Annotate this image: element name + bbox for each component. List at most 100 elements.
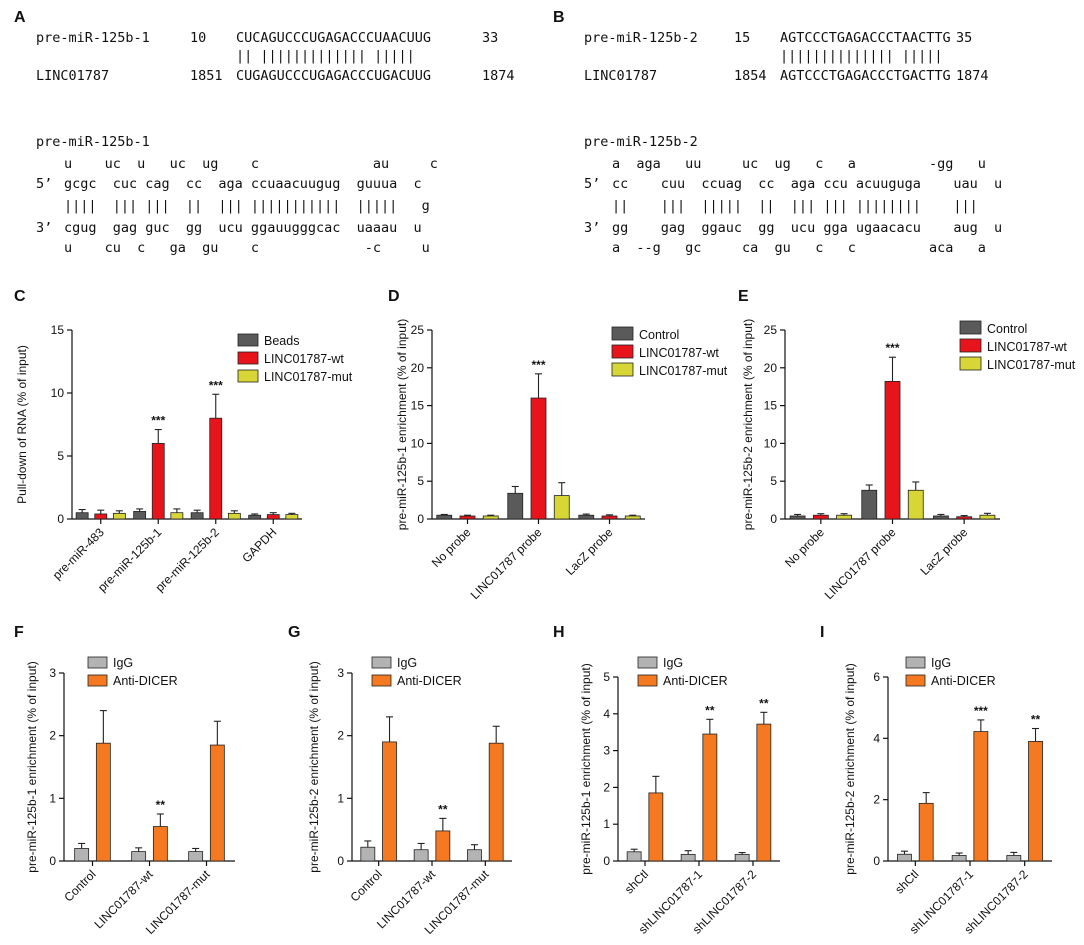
bar-f-1-1 — [152, 826, 168, 862]
y-tick-label-e-5: 25 — [764, 323, 778, 337]
legend-swatch-e-2 — [959, 356, 982, 371]
y-tick-label-h-5: 5 — [603, 670, 610, 684]
significance-i-1: ** — [1031, 713, 1041, 727]
y-tick-label-d-3: 15 — [411, 399, 425, 413]
y-tick-label-g-1: 1 — [337, 791, 344, 805]
bar-h-0-1 — [648, 792, 664, 862]
significance-i-0: *** — [974, 704, 988, 718]
panel-label-a: A — [14, 9, 26, 26]
significance-h-1: ** — [759, 696, 769, 710]
legend-label-e-1: LINC01787-wt — [987, 340, 1067, 354]
bar-i-0-0 — [897, 853, 912, 862]
legend-swatch-c-1 — [237, 351, 259, 365]
y-tick-label-e-3: 15 — [764, 399, 778, 413]
seq-a-end1: 33 — [482, 30, 498, 46]
bar-h-1-0 — [680, 853, 696, 862]
legend-swatch-c-0 — [237, 333, 259, 347]
hairpin-b-loop-bottom: a --g gc ca gu c c aca a — [612, 240, 986, 256]
y-tick-label-d-1: 5 — [417, 474, 424, 488]
y-tick-label-f-2: 2 — [49, 729, 56, 743]
bar-f-0-1 — [95, 742, 111, 862]
seq-a-start2: 1851 — [190, 68, 223, 84]
y-tick-label-h-3: 3 — [603, 744, 610, 758]
hairpin-b: pre-miR-125b-2 5’ 3’ a aga uu uc ug c a … — [584, 134, 1002, 256]
seq-a-start1: 10 — [190, 30, 206, 46]
bar-i-2-1 — [1028, 741, 1043, 862]
bar-d-1-0 — [507, 492, 524, 520]
bar-f-0-0 — [74, 848, 90, 862]
y-tick-label-i-3: 6 — [873, 670, 880, 684]
bar-c-3-2 — [285, 514, 299, 520]
hairpin-b-5prime: 5’ — [584, 176, 600, 192]
bar-e-0-0 — [789, 515, 806, 520]
panel-label-f: F — [14, 624, 24, 641]
bar-h-0-0 — [626, 851, 642, 862]
hairpin-a-pairs: |||| ||| ||| || ||| ||||||||||| ||||| g — [64, 198, 430, 214]
significance-f-0: ** — [156, 798, 166, 812]
y-tick-label-d-5: 25 — [411, 323, 425, 337]
bar-c-2-0 — [190, 512, 204, 520]
y-tick-label-e-0: 0 — [770, 512, 777, 526]
legend-label-c-2: LINC01787-mut — [264, 370, 353, 384]
legend-swatch-h-0 — [637, 656, 658, 669]
bar-e-2-2 — [979, 514, 996, 520]
bar-c-1-1 — [151, 442, 165, 520]
bar-g-1-1 — [435, 830, 451, 862]
x-tick-label-h-0: shCtl — [622, 867, 651, 896]
hairpin-b-loop-top: a aga uu uc ug c a -gg u — [612, 156, 986, 172]
bar-g-1-0 — [413, 849, 429, 862]
legend-swatch-e-0 — [959, 320, 982, 335]
y-axis-label-d: pre-miR-125b-1 enrichment (% of input) — [395, 319, 409, 530]
bar-c-0-2 — [112, 512, 126, 520]
y-axis-label-e: pre-miR-125b-2 enrichment (% of input) — [741, 319, 755, 530]
bar-d-1-2 — [553, 495, 570, 520]
hairpin-b-strand-3: gg gag ggauc gg ucu gga ugaacacu aug u — [612, 220, 1002, 236]
hairpin-a: pre-miR-125b-1 5’ 3’ u uc u uc ug c au c… — [36, 134, 438, 256]
x-tick-label-d-1: LINC01787 probe — [468, 525, 545, 602]
legend-label-e-2: LINC01787-mut — [987, 358, 1076, 372]
x-tick-label-e-2: LacZ probe — [917, 525, 970, 578]
legend-label-c-0: Beads — [264, 334, 299, 348]
chart-h: 0 1 2 3 4 5 pre-miR-125b-1 enrichment (% of in… — [579, 656, 780, 937]
legend-swatch-f-1 — [87, 674, 108, 687]
legend-swatch-e-1 — [959, 338, 982, 353]
panel-label-e: E — [738, 288, 749, 305]
y-tick-label-e-4: 20 — [764, 361, 778, 375]
hairpin-a-loop-top: u uc u uc ug c au c — [64, 156, 438, 172]
seq-a-name2: LINC01787 — [36, 68, 109, 84]
y-tick-label-h-4: 4 — [603, 707, 610, 721]
significance-e-0: *** — [885, 341, 899, 355]
panel-label-h: H — [553, 624, 565, 641]
bar-i-1-0 — [951, 855, 967, 862]
y-tick-label-f-3: 3 — [49, 666, 56, 680]
y-tick-label-c-1: 5 — [57, 449, 64, 463]
legend-label-d-1: LINC01787-wt — [639, 346, 719, 360]
y-tick-label-e-2: 10 — [764, 436, 778, 450]
legend-label-e-0: Control — [987, 322, 1027, 336]
legend-label-i-0: IgG — [931, 656, 951, 670]
legend-label-d-0: Control — [639, 328, 679, 342]
legend-swatch-i-1 — [905, 674, 926, 687]
seq-b-name1: pre-miR-125b-2 — [584, 30, 698, 46]
panel-label-c: C — [14, 288, 26, 305]
y-tick-label-h-2: 2 — [603, 780, 610, 794]
chart-g: 0 1 2 3 pre-miR-125b-2 enrichment (% of inpu… — [307, 656, 512, 937]
y-tick-label-h-1: 1 — [603, 817, 610, 831]
y-tick-label-c-2: 10 — [51, 386, 65, 400]
y-tick-label-c-0: 0 — [57, 512, 64, 526]
bar-c-0-1 — [94, 513, 108, 520]
legend-label-f-1: Anti-DICER — [113, 674, 178, 688]
x-tick-label-c-0: pre-miR-483 — [50, 525, 107, 582]
significance-g-0: ** — [438, 802, 448, 816]
bar-g-0-0 — [360, 846, 376, 862]
panel-label-g: G — [288, 624, 300, 641]
seq-b-end2: 1874 — [956, 68, 989, 84]
legend-swatch-d-2 — [611, 362, 634, 377]
seq-a-bars: || ||||||||||||| ||||| — [236, 48, 415, 64]
bar-i-2-0 — [1006, 855, 1022, 862]
bar-d-0-0 — [436, 514, 453, 520]
bar-i-1-1 — [973, 731, 989, 862]
significance-h-0: ** — [705, 703, 715, 717]
seq-a-seq1: CUCAGUCCCUGAGACCCUAACUUG — [236, 30, 431, 46]
chart-c: 0 5 10 15 Pull-down of RNA (% of input) pre-m… — [15, 323, 353, 595]
